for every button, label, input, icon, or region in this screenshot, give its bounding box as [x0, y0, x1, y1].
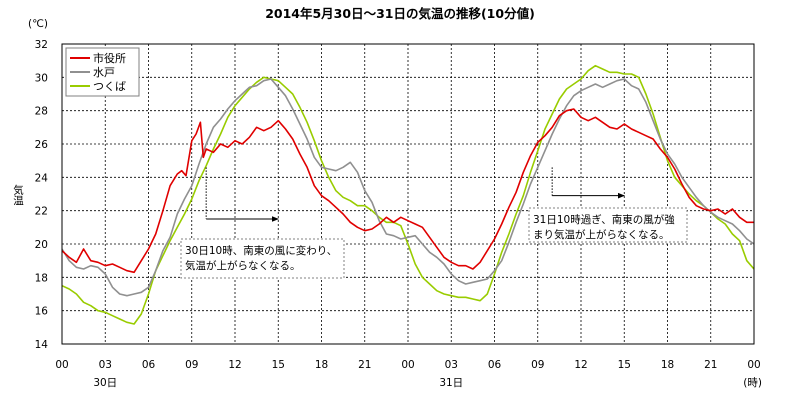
day-labels: 30日 31日 [93, 377, 463, 389]
x-tick-label: 21 [358, 359, 371, 371]
x-tick-label: 06 [142, 359, 156, 371]
annotation-text: 気温が上がらなくなる。 [185, 259, 301, 272]
y-tick-label: 20 [35, 239, 48, 251]
x-tick-label: 21 [704, 359, 717, 371]
x-tick-label: 18 [315, 359, 328, 371]
day-label: 31日 [439, 377, 463, 389]
y-tick-label: 32 [35, 39, 48, 51]
y-axis-label: 気温 [12, 184, 24, 206]
series-line-2 [61, 64, 755, 325]
x-tick-label: 06 [488, 359, 502, 371]
legend-label: 水戸 [93, 66, 115, 79]
legend-label: 市役所 [93, 51, 126, 65]
y-tick-label: 30 [35, 72, 48, 84]
plot-frame [61, 43, 755, 345]
x-tick-label: 03 [99, 359, 112, 371]
legend-label: つくば [93, 80, 126, 93]
legend-box [65, 47, 140, 97]
y-tick-label: 24 [35, 172, 49, 184]
y-tick-label: 28 [35, 106, 48, 118]
x-tick-label: 00 [401, 359, 414, 371]
x-tick-label: 00 [55, 359, 68, 371]
series-lines [61, 64, 755, 325]
y-unit-label: (℃) [28, 18, 48, 30]
y-tick-labels: 14 16 18 20 22 24 26 28 30 32 [35, 39, 49, 351]
x-tick-label: 03 [445, 359, 458, 371]
annotation-box [528, 207, 688, 243]
annotation-text: まり気温が上がらなくなる。 [533, 228, 670, 241]
x-tick-label: 12 [574, 359, 587, 371]
day-label: 30日 [93, 377, 117, 389]
x-tick-label: 12 [228, 359, 241, 371]
chart-title: 2014年5月30日～31日の気温の推移(10分値) [265, 6, 535, 21]
x-tick-label: 00 [747, 359, 760, 371]
series-line-0 [61, 108, 754, 274]
annotation-text: 31日10時過ぎ、南東の風が強 [533, 213, 675, 226]
x-tick-label: 09 [531, 359, 544, 371]
y-tick-label: 18 [35, 272, 48, 284]
annotation-box [180, 238, 345, 279]
series-line-1 [61, 78, 755, 297]
x-tick-labels: 00 03 06 09 12 15 18 21 00 03 06 09 12 15 18 21 00 [55, 359, 760, 371]
x-tick-label: 18 [661, 359, 674, 371]
annotations: 30日10時、南東の風に変わり、気温が上がらなくなる。 31日10時過ぎ、南東の風… [180, 167, 688, 279]
y-tick-label: 26 [35, 139, 49, 151]
y-tick-label: 22 [35, 206, 48, 218]
x-tick-label: 15 [618, 359, 631, 371]
annotation-1: 30日10時、南東の風に変わり、気温が上がらなくなる。 [180, 167, 345, 279]
x-tick-label: 09 [185, 359, 198, 371]
annotation-text: 30日10時、南東の風に変わり、 [185, 244, 337, 257]
y-tick-label: 16 [35, 306, 49, 318]
x-tick-label: 15 [272, 359, 285, 371]
x-unit-label: (時) [743, 377, 762, 389]
y-tick-label: 14 [35, 339, 49, 351]
grid-lines [62, 44, 754, 344]
